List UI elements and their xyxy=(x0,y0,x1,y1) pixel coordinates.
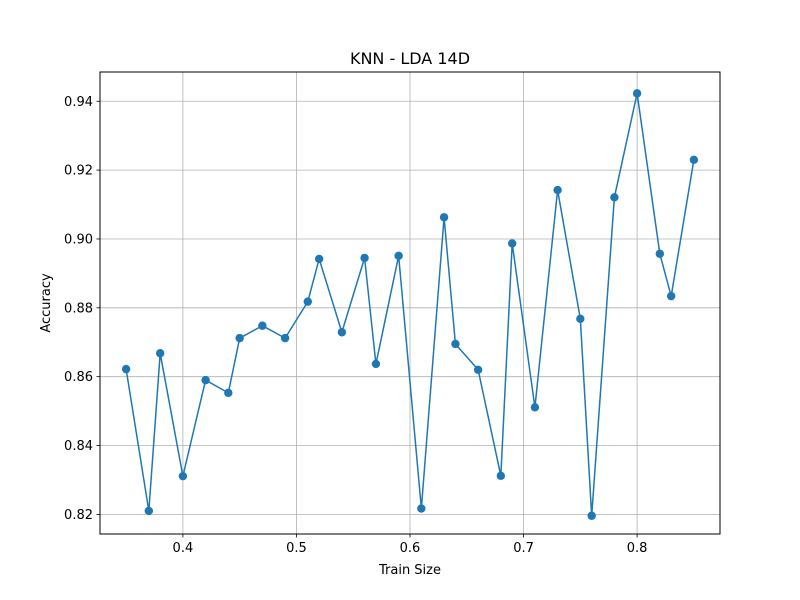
x-tick-label: 0.7 xyxy=(513,541,534,556)
y-tick-label: 0.92 xyxy=(64,164,93,179)
y-axis-label: Accuracy xyxy=(39,273,54,333)
data-point xyxy=(496,471,506,481)
data-point xyxy=(280,333,290,343)
data-point xyxy=(314,254,324,264)
y-tick-label: 0.86 xyxy=(64,370,93,385)
data-point xyxy=(337,328,347,337)
data-point xyxy=(587,511,596,520)
x-tick-label: 0.4 xyxy=(173,541,194,556)
data-point xyxy=(655,249,665,258)
data-point xyxy=(417,504,426,513)
data-point xyxy=(155,349,165,358)
data-point xyxy=(666,291,676,301)
y-tick-label: 0.94 xyxy=(64,95,93,110)
data-point xyxy=(303,297,313,306)
data-point xyxy=(473,365,483,374)
data-point xyxy=(144,506,154,516)
data-point xyxy=(394,251,403,261)
data-point xyxy=(178,471,188,481)
x-axis: 0.4 0.5 0.6 0.7 0.8 xyxy=(173,534,648,556)
y-tick-label: 0.84 xyxy=(64,439,93,454)
data-point xyxy=(360,253,369,263)
series-layer xyxy=(121,89,699,520)
y-tick-label: 0.82 xyxy=(64,508,93,523)
data-point xyxy=(530,403,540,412)
series-line xyxy=(125,92,695,517)
y-axis: 0.82 0.84 0.86 0.88 0.90 0.92 0.94 xyxy=(64,95,100,523)
y-tick-label: 0.90 xyxy=(64,232,93,247)
data-point xyxy=(258,321,267,330)
y-tick-label: 0.88 xyxy=(64,301,93,316)
data-point xyxy=(224,388,233,398)
data-point xyxy=(507,239,517,248)
data-point xyxy=(451,339,460,349)
x-tick-label: 0.6 xyxy=(400,541,421,556)
data-point xyxy=(371,359,381,369)
data-point xyxy=(235,333,244,343)
data-point xyxy=(576,314,585,324)
data-point xyxy=(553,185,562,195)
data-point xyxy=(610,193,619,202)
x-tick-label: 0.5 xyxy=(286,541,307,556)
data-point xyxy=(201,375,210,385)
data-point xyxy=(632,89,642,98)
x-axis-label: Train Size xyxy=(378,563,441,578)
data-point xyxy=(689,155,699,164)
grid xyxy=(100,72,720,534)
chart-title: KNN - LDA 14D xyxy=(350,49,470,68)
x-tick-label: 0.8 xyxy=(627,541,648,556)
data-point xyxy=(121,364,131,374)
data-point xyxy=(439,213,449,222)
